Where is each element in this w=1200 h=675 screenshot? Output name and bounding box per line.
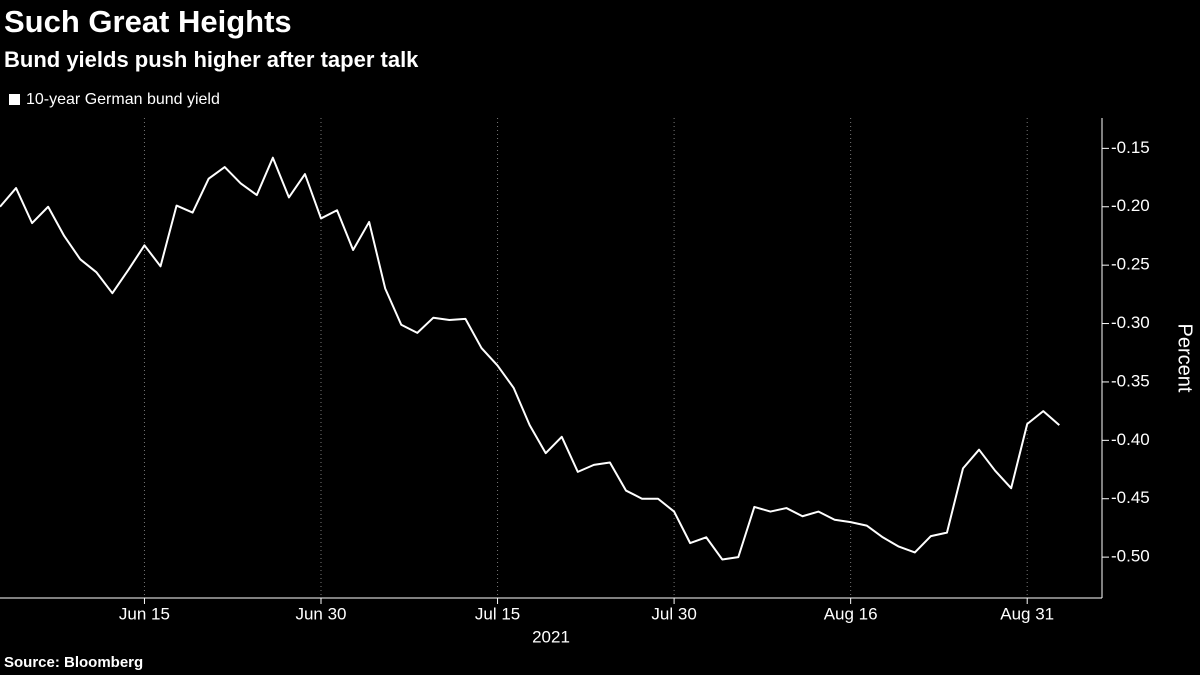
y-tick-label: -0.45: [1111, 488, 1150, 507]
source: Source: Bloomberg: [4, 654, 143, 671]
x-tick-label: Aug 31: [1000, 604, 1054, 623]
x-tick-label: Jul 15: [475, 604, 520, 623]
y-tick-label: -0.25: [1111, 255, 1150, 274]
y-axis-label: Percent: [1174, 324, 1196, 393]
x-tick-label: Jul 30: [651, 604, 696, 623]
y-tick-label: -0.40: [1111, 430, 1150, 449]
x-tick-label: Aug 16: [824, 604, 878, 623]
x-tick-label: Jun 30: [295, 604, 346, 623]
y-tick-label: -0.35: [1111, 371, 1150, 390]
y-tick-label: -0.15: [1111, 138, 1150, 157]
line-series: [0, 156, 1060, 561]
legend-label: 10-year German bund yield: [26, 91, 220, 108]
chart-subtitle: Bund yields push higher after taper talk: [4, 47, 419, 72]
legend-swatch: [9, 94, 20, 105]
y-tick-label: -0.30: [1111, 313, 1150, 332]
y-tick-label: -0.20: [1111, 196, 1150, 215]
x-tick-label: Jun 15: [119, 604, 170, 623]
x-axis-label: 2021: [532, 627, 570, 646]
chart-title: Such Great Heights: [4, 4, 292, 39]
y-tick-label: -0.50: [1111, 547, 1150, 566]
